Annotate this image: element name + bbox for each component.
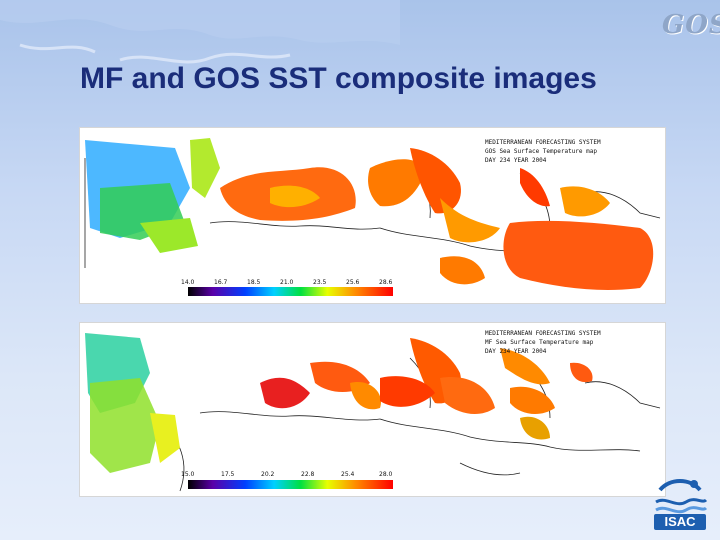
background-map-decoration bbox=[0, 0, 400, 64]
colorbar-tick: 17.5 bbox=[221, 471, 235, 478]
gos-logo: GOS bbox=[662, 10, 720, 40]
map-header-line1: MEDITERRANEAN FORECASTING SYSTEM bbox=[485, 330, 601, 337]
sst-colorbar bbox=[188, 480, 393, 489]
colorbar-tick: 14.0 bbox=[181, 279, 195, 286]
colorbar-tick: 25.6 bbox=[346, 279, 360, 286]
colorbar-tick: 22.8 bbox=[301, 471, 315, 478]
colorbar-tick: 16.7 bbox=[214, 279, 228, 286]
colorbar-tick: 25.4 bbox=[341, 471, 355, 478]
gos-sst-data bbox=[85, 138, 654, 290]
colorbar-tick: 28.0 bbox=[379, 471, 393, 478]
mf-sst-data bbox=[85, 333, 593, 473]
map-header-line2: GOS Sea Surface Temperature map bbox=[485, 148, 597, 155]
colorbar-tick: 28.6 bbox=[379, 279, 393, 286]
slide-title: MF and GOS SST composite images bbox=[80, 62, 597, 95]
colorbar-ticks: 14.0 16.7 18.5 21.0 23.5 25.6 28.6 bbox=[181, 279, 393, 286]
isac-logo-icon bbox=[655, 479, 708, 514]
map-header-line3: DAY 234 YEAR 2004 bbox=[485, 348, 547, 355]
mf-sst-map: MEDITERRANEAN FORECASTING SYSTEM MF Sea … bbox=[85, 330, 661, 492]
colorbar-ticks: 15.0 17.5 20.2 22.8 25.4 28.0 bbox=[181, 471, 393, 478]
map-header-line1: MEDITERRANEAN FORECASTING SYSTEM bbox=[485, 139, 601, 146]
mf-sst-map-panel: MEDITERRANEAN FORECASTING SYSTEM MF Sea … bbox=[80, 323, 665, 496]
map-header-line3: DAY 234 YEAR 2004 bbox=[485, 157, 547, 164]
colorbar-tick: 21.0 bbox=[280, 279, 294, 286]
map-header-line2: MF Sea Surface Temperature map bbox=[485, 339, 594, 346]
isac-logo-label: ISAC bbox=[654, 514, 706, 530]
colorbar-tick: 23.5 bbox=[313, 279, 327, 286]
colorbar-tick: 15.0 bbox=[181, 471, 195, 478]
gos-sst-map: MEDITERRANEAN FORECASTING SYSTEM GOS Sea… bbox=[84, 138, 661, 296]
sst-colorbar bbox=[188, 287, 393, 296]
colorbar-tick: 18.5 bbox=[247, 279, 261, 286]
gos-sst-map-panel: MEDITERRANEAN FORECASTING SYSTEM GOS Sea… bbox=[80, 128, 665, 303]
colorbar-tick: 20.2 bbox=[261, 471, 275, 478]
